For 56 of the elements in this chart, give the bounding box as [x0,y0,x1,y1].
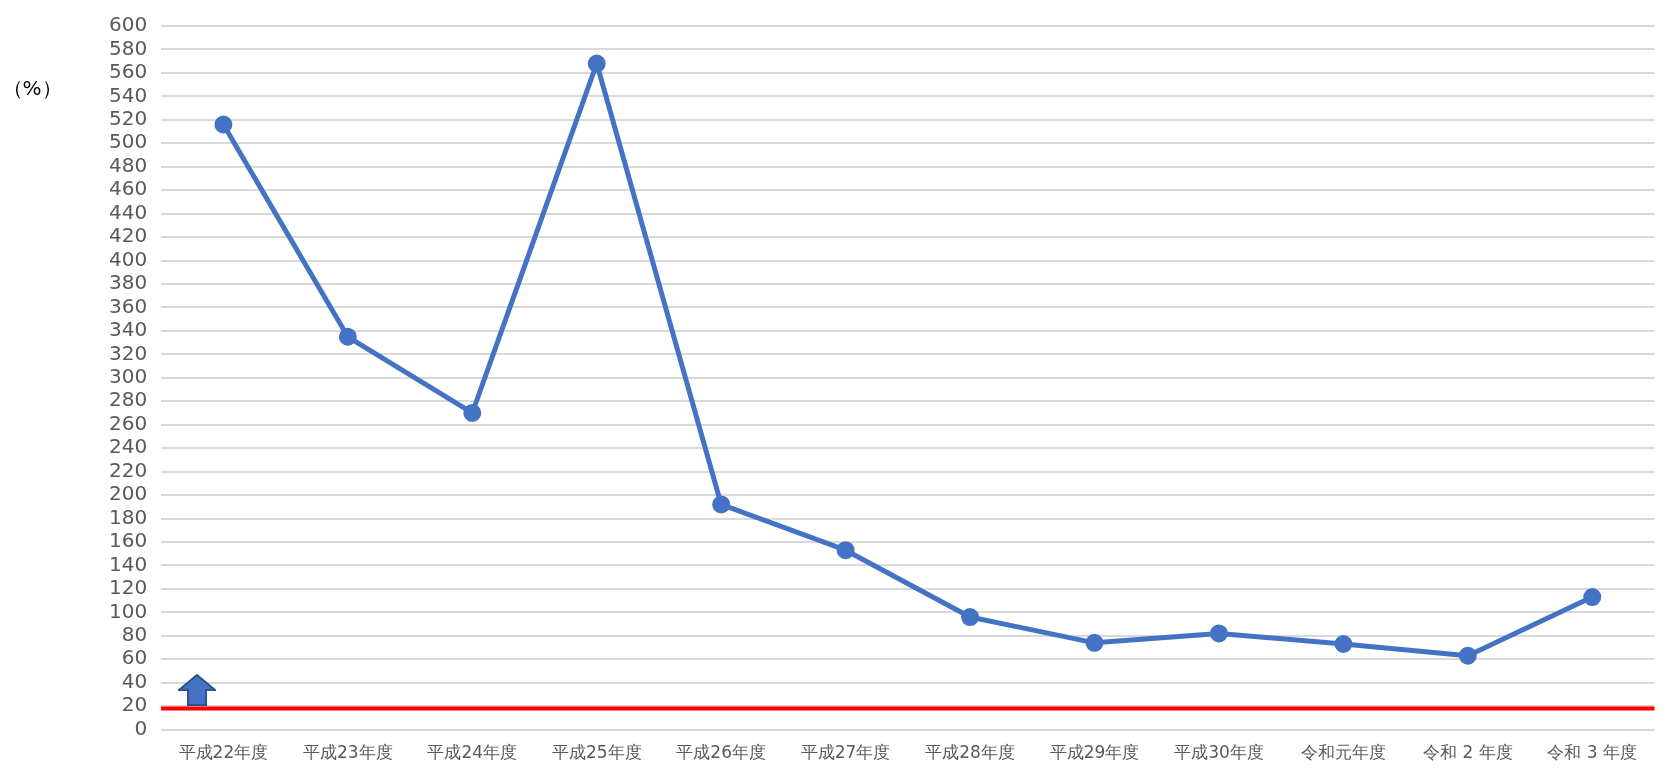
x-tick-label: 平成27年度 [800,742,891,763]
y-tick-label: 320 [108,340,148,365]
y-tick-label: 180 [108,504,148,529]
x-tick-label: 平成22年度 [178,742,269,763]
x-tick-label: 平成25年度 [551,742,642,763]
y-tick-label: 0 [134,715,148,740]
y-tick-label: 600 [108,12,148,37]
y-tick-label: 460 [108,176,148,201]
point [1334,635,1353,653]
y-tick-label: 500 [108,129,148,154]
y-tick-label: 200 [108,481,148,506]
y-tick-label: 480 [108,152,148,177]
x-tick-label: 令和 2 年度 [1423,742,1513,763]
y-tick-label: 80 [121,621,148,646]
y-tick-label: 400 [108,246,148,271]
x-tick-label: 平成30年度 [1174,742,1264,763]
point [214,115,233,134]
y-tick-label: 140 [108,551,148,576]
point [463,403,482,422]
y-tick-label: 380 [108,270,148,295]
y-tick-label: 540 [108,82,148,107]
point [587,54,606,73]
y-tick-label: 580 [108,35,148,60]
y-tick-label: 360 [108,293,148,318]
point [712,495,731,514]
point [1085,633,1104,652]
y-tick-label: 560 [108,59,148,84]
y-tick-label: 60 [121,645,148,670]
y-tick-label: 340 [108,317,148,342]
x-tick-label: 平成23年度 [303,742,393,763]
y-tick-label: 420 [108,223,148,248]
x-tick-label: 令和 3 年度 [1547,742,1638,763]
y-tick-label: 520 [108,106,148,131]
y-tick-label: 260 [108,410,148,435]
y-tick-label: 120 [108,575,148,600]
y-tick-label: 220 [108,457,148,482]
y-tick-label: 280 [108,387,148,412]
point [338,327,357,346]
point [961,608,980,627]
x-tick-label: 平成29年度 [1049,742,1140,763]
y-axis-title: （%） [2,76,62,101]
y-tick-label: 20 [121,692,148,717]
y-tick-label: 240 [108,434,148,459]
x-tick-label: 令和元年度 [1300,742,1386,763]
point [1458,646,1477,665]
y-tick-label: 300 [108,364,148,388]
point [1209,624,1228,643]
y-tick-label: 40 [121,668,148,693]
point [1583,588,1602,607]
x-tick-label: 平成28年度 [925,742,1015,763]
y-tick-label: 100 [108,598,148,623]
y-tick-label: 160 [108,528,148,553]
x-tick-label: 平成24年度 [427,742,518,763]
point [836,541,855,560]
y-tick-label: 440 [108,199,148,224]
x-tick-label: 平成26年度 [676,742,766,763]
